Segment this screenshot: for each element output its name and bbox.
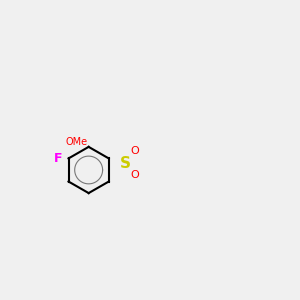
Text: O: O <box>131 146 140 157</box>
Text: OMe: OMe <box>66 137 88 147</box>
Text: O: O <box>131 169 140 180</box>
Text: S: S <box>120 155 131 170</box>
Text: F: F <box>54 152 63 165</box>
